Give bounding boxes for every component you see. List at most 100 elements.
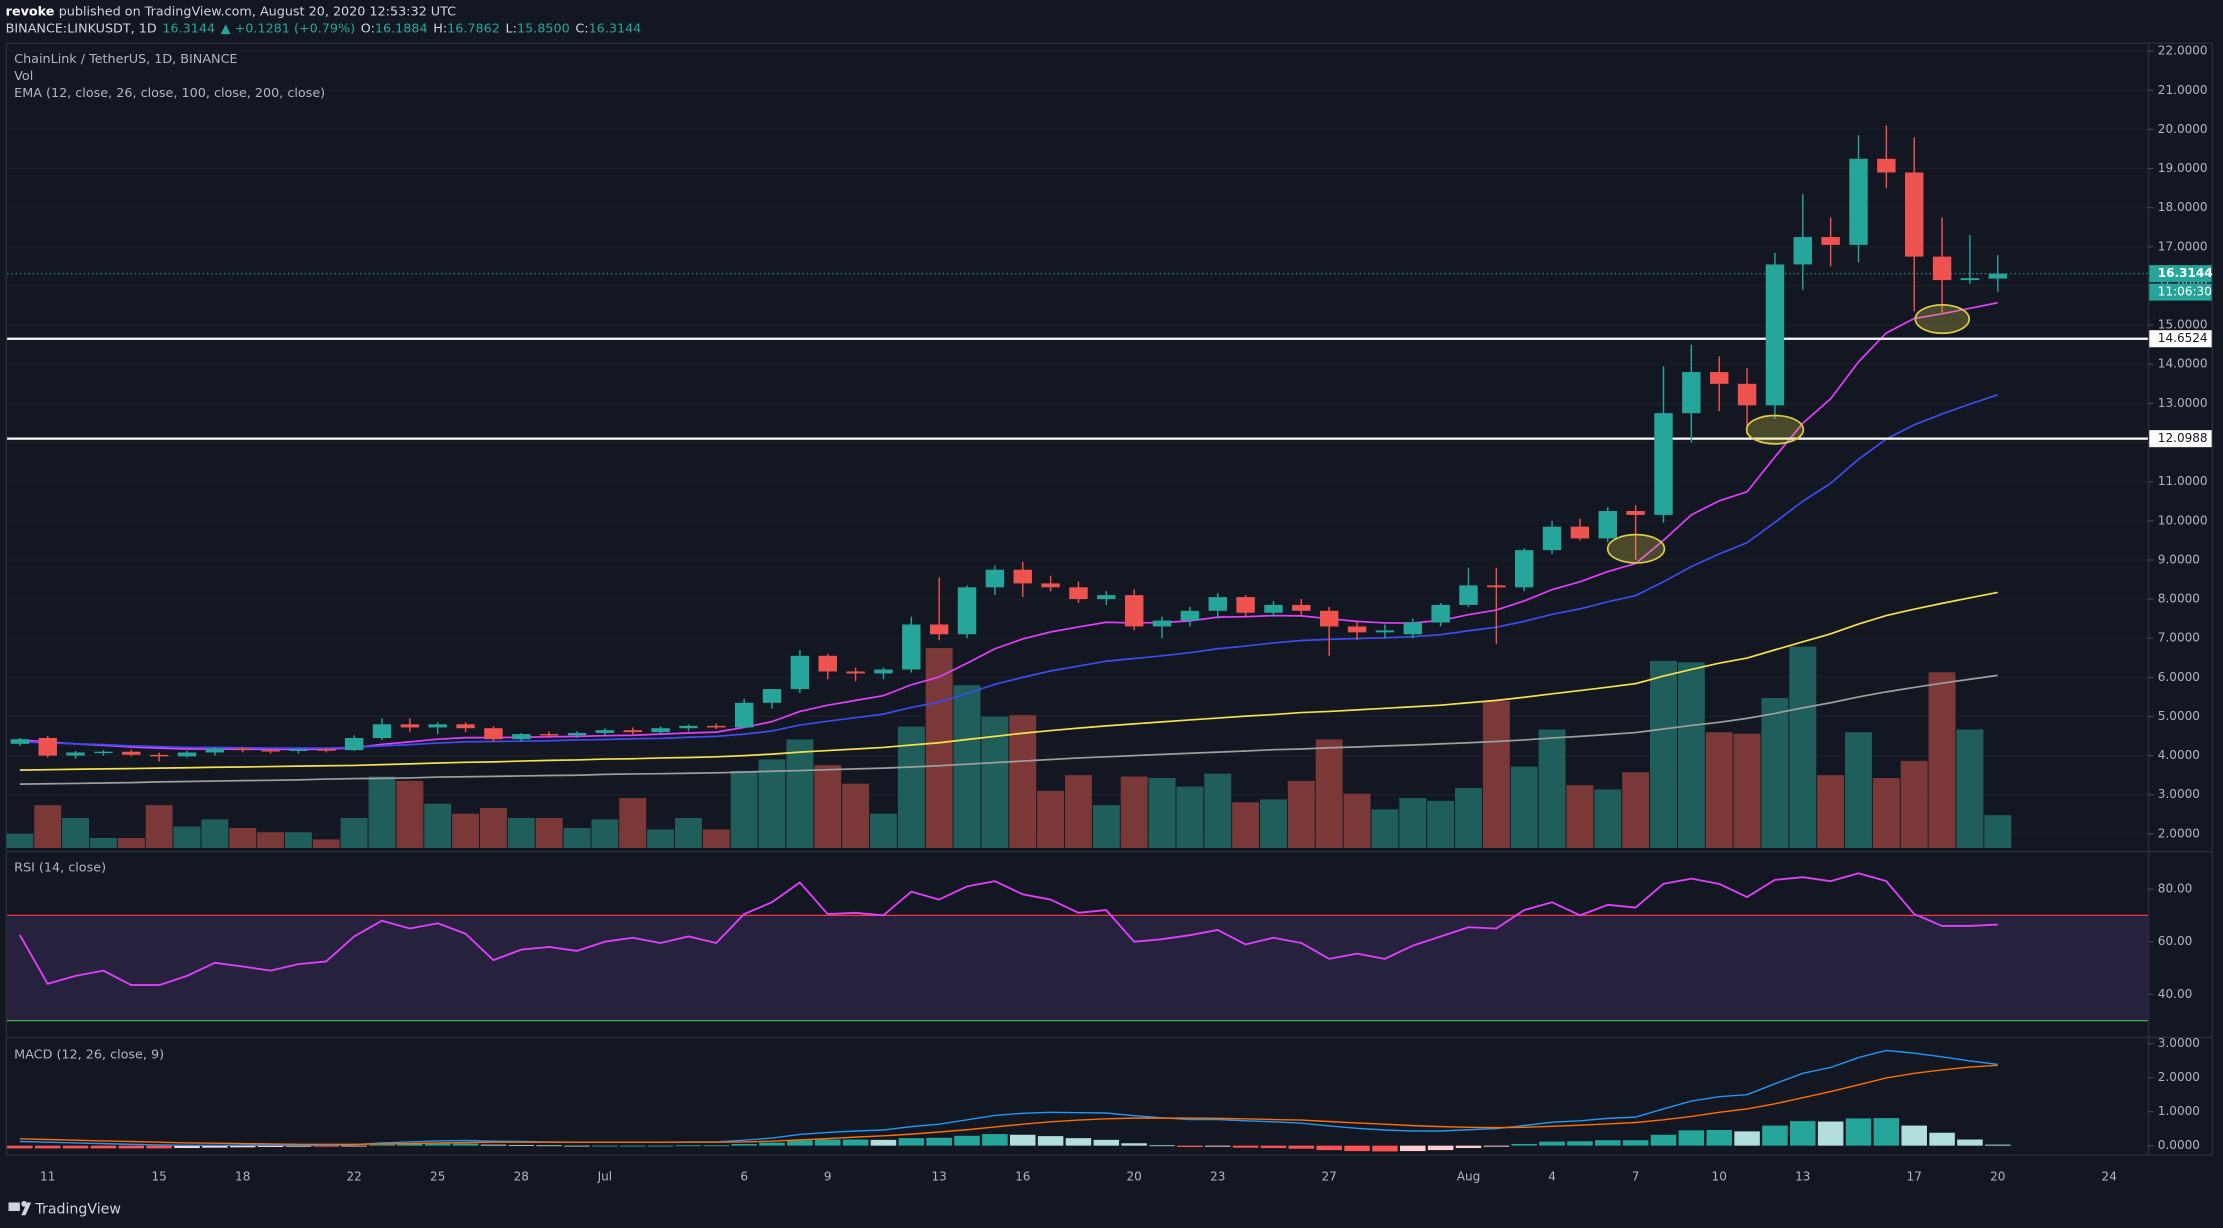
highlight-ellipse [1745, 414, 1805, 445]
candle-body [1208, 597, 1227, 611]
x-tick-label: 23 [1210, 1169, 1225, 1183]
volume-bar [981, 716, 1009, 848]
macd-histogram-bar [759, 1142, 785, 1146]
volume-bar [257, 832, 285, 848]
macd-histogram-bar [1595, 1140, 1621, 1146]
candle-body [818, 655, 837, 672]
volume-bar [1566, 785, 1594, 848]
candle-body [1152, 620, 1172, 627]
volume-bar [674, 817, 702, 848]
volume-bar [117, 837, 145, 848]
macd-line [19, 1064, 1998, 1146]
change: ▲ +0.1281 (+0.79%) [221, 21, 355, 36]
macd-histogram-bar [1957, 1139, 1983, 1146]
macd-histogram-bar [1790, 1121, 1816, 1146]
volume-bar [1956, 729, 1984, 848]
macd-histogram-bar [1427, 1145, 1454, 1151]
ohlc-label: H: [433, 21, 447, 36]
macd-histogram-bar [1734, 1131, 1760, 1146]
y-tick-label: 3.0000 [2158, 787, 2200, 801]
macd-histogram-bar [174, 1145, 200, 1149]
price-label-box [2149, 430, 2212, 448]
x-tick-label: 25 [430, 1169, 445, 1183]
macd-histogram-bar [62, 1145, 89, 1149]
candle-body [1626, 511, 1645, 515]
macd-histogram-bar [1873, 1118, 1900, 1146]
ema-label: EMA (12, close, 26, close, 100, close, 2… [14, 86, 325, 101]
macd-histogram-bar [369, 1144, 395, 1146]
macd-histogram-bar [285, 1145, 312, 1147]
macd-histogram-bar [34, 1145, 61, 1149]
y-tick-label: 18.0000 [2158, 200, 2208, 214]
macd-histogram-bar [1901, 1125, 1927, 1146]
macd-histogram-bar [842, 1139, 869, 1146]
x-tick-label: 7 [1632, 1169, 1640, 1183]
highlight-ellipse [1914, 304, 1971, 335]
candle-body [1180, 610, 1200, 621]
macd-histogram-bar [397, 1143, 423, 1146]
candle-body [1877, 158, 1896, 173]
macd-histogram-bar [1817, 1121, 1844, 1146]
candle-body [762, 689, 782, 703]
macd-histogram-bar [1288, 1145, 1315, 1149]
x-tick-label: 15 [151, 1169, 166, 1183]
ohlc-label: L: [506, 21, 517, 36]
volume-bar [897, 726, 925, 848]
macd-histogram-bar [536, 1145, 562, 1147]
macd-histogram-bar [257, 1145, 284, 1148]
author[interactable]: revoke [6, 4, 55, 19]
volume-bar [1872, 777, 1900, 848]
candle-body [1821, 237, 1840, 245]
volume-bar [1705, 732, 1733, 848]
macd-histogram-bar [647, 1145, 674, 1147]
macd-histogram-bar [814, 1139, 841, 1146]
volume-bar [1733, 733, 1761, 848]
macd-histogram-bar [1204, 1145, 1231, 1147]
y-tick-label: 0.0000 [2158, 1138, 2200, 1152]
candle-body [1598, 511, 1617, 539]
macd-histogram-bar [90, 1145, 117, 1149]
volume-bar [730, 770, 758, 848]
y-tick-label: 14.0000 [2158, 357, 2208, 371]
x-tick-label: Jul [597, 1169, 613, 1183]
candle-body [595, 730, 615, 733]
macd-histogram-bar [1232, 1145, 1259, 1148]
candle-body [1849, 158, 1868, 245]
volume-bar [1427, 800, 1455, 848]
volume-bar [173, 826, 201, 848]
volume-bar [702, 829, 730, 848]
x-tick-label: 6 [740, 1169, 748, 1183]
volume-bar [1928, 672, 1956, 848]
price-label-box [2149, 330, 2212, 348]
candle-body [94, 751, 113, 754]
logo-mark [8, 1202, 20, 1211]
macd-histogram-bar [202, 1145, 228, 1148]
volume-bar [312, 839, 340, 848]
candle-body [205, 748, 225, 753]
candle-body [122, 751, 141, 755]
macd-histogram-bar [480, 1144, 507, 1146]
macd-histogram-bar [898, 1138, 925, 1146]
footer[interactable]: TradingView [8, 1201, 121, 1218]
candle-body [1347, 626, 1367, 633]
y-tick-label: 10.0000 [2158, 513, 2208, 527]
volume-bar [1455, 787, 1482, 848]
macd-histogram-bar [564, 1145, 590, 1147]
y-tick-label: 7.0000 [2158, 631, 2200, 645]
symbol: BINANCE:LINKUSDT, 1D [6, 21, 157, 36]
x-tick-label: 10 [1712, 1169, 1727, 1183]
y-tick-label: 60.00 [2158, 934, 2192, 948]
macd-histogram-bar [1260, 1145, 1287, 1149]
candle-body [10, 739, 30, 744]
x-tick-label: 28 [514, 1169, 529, 1183]
macd-histogram-bar [1065, 1138, 1092, 1146]
macd-histogram-bar [1622, 1140, 1649, 1146]
volume-bar [1900, 760, 1928, 848]
macd-histogram-bar [1009, 1134, 1036, 1146]
volume-label: Vol [14, 69, 33, 84]
macd-histogram-bar [1344, 1145, 1370, 1152]
volume-bar [1037, 790, 1065, 848]
volume-bar [1789, 646, 1817, 848]
y-tick-label: 40.00 [2158, 987, 2192, 1001]
macd-histogram-bar [1762, 1125, 1788, 1146]
